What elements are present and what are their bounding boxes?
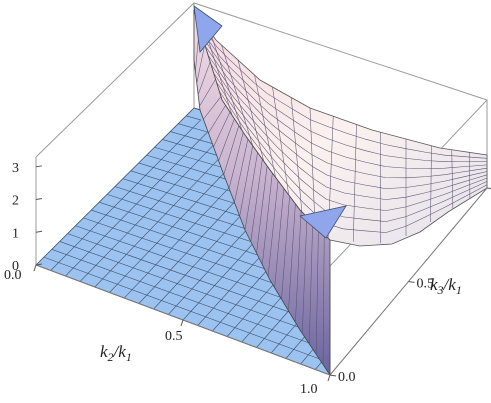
x-tick-label: 1.0	[300, 382, 318, 397]
surface-wall-line	[199, 79, 216, 107]
flat-grid-line	[162, 139, 222, 157]
flat-grid-line	[186, 115, 201, 121]
surface-wall-line	[322, 234, 325, 365]
surface-wall-line	[267, 180, 279, 277]
surface-wall-line	[288, 203, 296, 311]
y-tick-mark	[329, 374, 337, 377]
surface-wall-line	[213, 111, 231, 148]
z-tick-mark	[35, 165, 43, 168]
surface-wall-line	[234, 138, 249, 203]
x-axis-ticks: 0.0 0.5 1.0	[4, 264, 331, 397]
flat-grid-line	[59, 241, 310, 332]
flat-grid-line	[182, 233, 262, 321]
surface-wall-line	[208, 105, 226, 134]
z-axis-ticks: 0 1 2 3	[12, 161, 43, 274]
surface-top-curve	[199, 27, 487, 162]
y-axis-label: k3/k1	[430, 275, 462, 297]
surface-top-curve	[213, 72, 488, 211]
surface-wall-line	[228, 132, 244, 189]
flat-grid-line	[212, 260, 276, 332]
flat-grid-line	[75, 225, 296, 303]
x-tick-mark	[33, 264, 37, 272]
y-tick-mark	[408, 281, 415, 283]
y-tick-label: 0.5	[417, 277, 435, 292]
flat-grid-line	[43, 256, 324, 361]
y-axis-ticks: 0.00.51.0	[329, 187, 491, 385]
surface-top-curve	[207, 54, 488, 189]
x-axis-label: k2/k1	[100, 342, 132, 364]
z-tick-mark	[35, 263, 43, 266]
flat-grid-line	[178, 123, 208, 133]
z-tick-label: 0	[12, 259, 19, 274]
surface-wall-line	[302, 216, 308, 334]
flat-grid-line	[168, 220, 256, 315]
peak-cap-right	[299, 205, 347, 239]
surface-wall-line	[262, 173, 273, 265]
surface-wall-line	[218, 118, 235, 161]
surface-wall-line	[295, 211, 302, 323]
flat-grid-line	[122, 178, 256, 222]
flat-grid-line	[170, 131, 215, 145]
surface-wall-line	[244, 152, 258, 231]
surface-top-curve	[204, 45, 488, 179]
x-tick-label: 0.5	[165, 329, 183, 344]
x-tick-label: 0.0	[4, 268, 22, 283]
surface-wall-line	[274, 188, 285, 288]
surface-wall-line	[250, 159, 263, 242]
surface-wall-line	[223, 125, 240, 175]
surface-wall-line	[256, 165, 268, 254]
flat-grid-line	[154, 146, 228, 170]
surface-wall-line	[281, 196, 290, 300]
flat-grid-line	[146, 154, 235, 183]
surface-wall-line	[197, 61, 211, 95]
surface-top-curve	[202, 36, 488, 169]
surface-wall	[193, 9, 331, 377]
x-tick-mark	[180, 319, 184, 327]
flat-grid-line	[138, 162, 242, 195]
flat-grid-line	[107, 194, 269, 248]
flat-grid-line	[50, 119, 201, 271]
surface-top-curve	[216, 81, 488, 222]
y-tick-mark	[486, 187, 491, 190]
surface-wall-line	[239, 145, 253, 217]
surface-top-curve	[196, 18, 488, 159]
z-tick-label: 2	[12, 194, 19, 209]
z-tick-mark	[35, 198, 43, 201]
z-tick-label: 3	[12, 161, 19, 176]
x-tick-mark	[327, 374, 331, 382]
y-tick-label: 0.0	[338, 370, 356, 385]
surface-wall-line	[196, 44, 206, 84]
surface-wall-line	[315, 228, 319, 355]
flat-grid-line	[114, 186, 262, 235]
surface-top-curve	[210, 63, 488, 200]
surface-wall-line	[308, 222, 313, 344]
flat-grid-line	[91, 209, 283, 276]
flat-grid-line	[138, 194, 242, 304]
flat-grid-line	[79, 144, 215, 282]
flat-grid-line	[197, 247, 269, 326]
raised-surface	[193, 5, 488, 377]
peak-cap-left	[193, 5, 223, 53]
surface-wall-line	[203, 96, 222, 120]
z-tick-mark	[35, 230, 43, 233]
z-tick-label: 1	[12, 226, 19, 241]
flat-grid-line	[109, 168, 229, 293]
flat-grid-line	[130, 170, 249, 208]
